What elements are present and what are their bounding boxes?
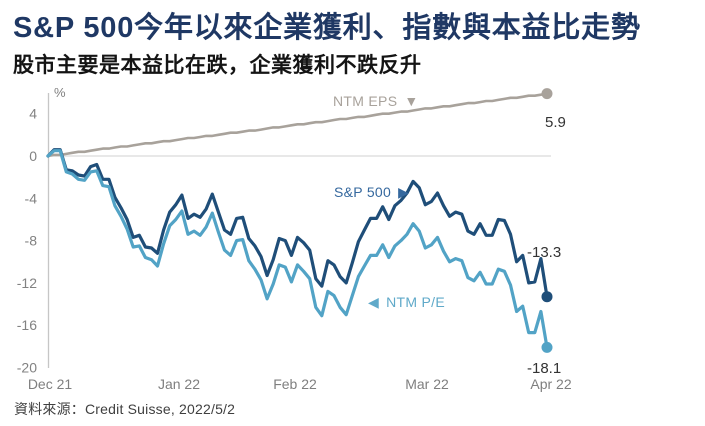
y-tick-label: -4 (25, 190, 38, 206)
y-tick-label: 0 (29, 148, 37, 164)
sp500-label-text: S&P 500 (334, 184, 391, 200)
y-tick-label: -12 (17, 275, 37, 291)
y-tick-label: -20 (17, 360, 37, 376)
sp500-end-value: -13.3 (527, 244, 561, 261)
ntm-pe-series-label: ◀ NTM P/E (368, 294, 445, 310)
x-tick-label: Feb 22 (273, 376, 317, 392)
series-lines (46, 88, 553, 353)
ntm-pe-line (46, 149, 549, 349)
ntm-pe-end-dot (541, 341, 553, 353)
y-axis-tick-labels: 4 0 -4 -8 -12 -16 -20 (17, 106, 37, 376)
sp500-end-dot (541, 291, 553, 303)
ntm-eps-series-label: NTM EPS ▼ (333, 93, 419, 109)
ntm-eps-end-dot (541, 88, 553, 100)
x-tick-label: Mar 22 (405, 376, 449, 392)
x-tick-label: Dec 21 (28, 376, 73, 392)
page-title: S&P 500今年以來企業獲利、指數與本益比走勢 (13, 12, 641, 44)
x-tick-label: Jan 22 (158, 376, 200, 392)
ntm-eps-line (46, 92, 549, 158)
y-tick-label: 4 (29, 106, 37, 122)
sp500-series-label: S&P 500 ▶ (334, 184, 409, 200)
y-tick-label: -8 (25, 233, 38, 249)
y-tick-label: -16 (17, 317, 37, 333)
down-triangle-icon: ▼ (404, 93, 418, 109)
x-axis-tick-labels: Dec 21 Jan 22 Feb 22 Mar 22 Apr 22 (28, 376, 572, 392)
chart-subtitle: 股市主要是本益比在跌，企業獲利不跌反升 (13, 54, 422, 77)
y-axis-unit-label: % (54, 85, 66, 100)
right-triangle-icon: ▶ (398, 184, 409, 200)
ntm-pe-end-value: -18.1 (527, 360, 561, 377)
ntm-eps-end-value: 5.9 (545, 114, 566, 131)
source-note: 資料來源：Credit Suisse, 2022/5/2 (14, 401, 236, 417)
left-triangle-icon: ◀ (368, 294, 379, 310)
ntm-eps-label-text: NTM EPS (333, 93, 397, 109)
ntm-pe-label-text: NTM P/E (386, 294, 445, 310)
sp500-line (46, 148, 549, 299)
x-tick-label: Apr 22 (530, 376, 571, 392)
